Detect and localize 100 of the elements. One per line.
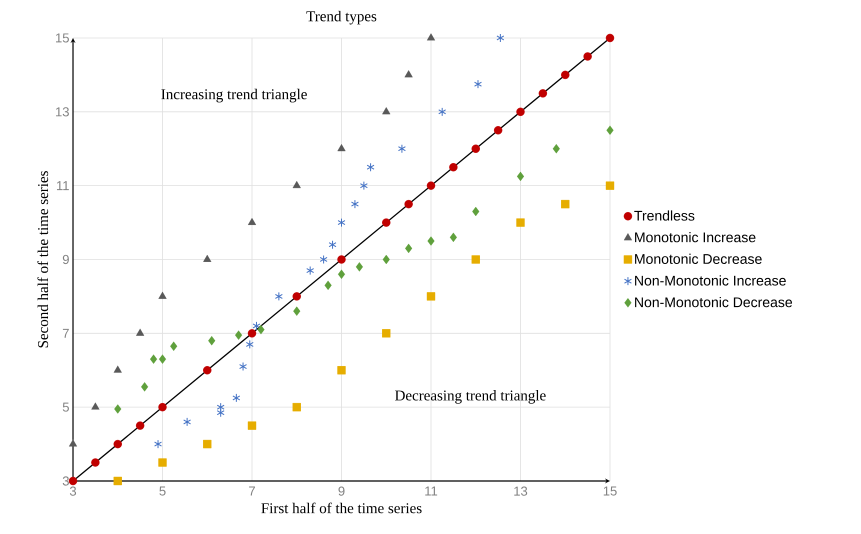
point: [208, 336, 216, 346]
point: [68, 439, 78, 447]
annotation: Increasing trend triangle: [161, 88, 307, 102]
point: [516, 108, 525, 116]
point: [136, 328, 144, 336]
point: [382, 107, 390, 114]
point: [158, 458, 167, 467]
point: [449, 162, 458, 172]
point: [114, 476, 122, 486]
legend-label: Non-Monotonic Decrease: [635, 296, 792, 308]
point: [350, 200, 359, 209]
point: [320, 254, 328, 264]
point: [472, 206, 480, 216]
point: [158, 402, 167, 412]
point: [404, 200, 413, 208]
point: [68, 476, 78, 486]
x-tick-label: 9: [338, 486, 345, 496]
point: [426, 33, 436, 40]
point: [360, 181, 368, 190]
point: [398, 144, 406, 154]
point: [248, 329, 256, 338]
point: [114, 404, 122, 414]
point: [552, 144, 560, 154]
point: [257, 324, 265, 334]
point: [306, 266, 314, 276]
annotation: Decreasing trend triangle: [395, 390, 546, 404]
point: [338, 270, 346, 279]
x-tick-label: 11: [425, 486, 438, 496]
point: [91, 402, 100, 410]
point: [91, 458, 100, 467]
point: [239, 362, 248, 372]
point: [203, 366, 212, 374]
point: [154, 440, 162, 449]
point: [494, 126, 502, 134]
point: [516, 172, 524, 182]
chart-title: Trend types: [306, 10, 376, 24]
point: [337, 144, 346, 152]
point: [292, 180, 301, 188]
point: [472, 144, 480, 153]
point: [292, 292, 301, 301]
x-axis-title: First half of the time series: [261, 502, 422, 514]
point: [426, 292, 436, 301]
point: [472, 255, 480, 264]
point: [538, 89, 548, 98]
x-tick-label: 15: [604, 486, 617, 496]
point: [496, 33, 504, 42]
point: [274, 292, 283, 301]
point: [404, 70, 413, 78]
legend-label: Monotonic Increase: [635, 232, 756, 242]
point: [248, 421, 256, 430]
point: [583, 52, 592, 61]
point: [382, 254, 390, 264]
point: [337, 255, 346, 264]
x-tick-label: 3: [70, 486, 76, 496]
point: [606, 34, 614, 42]
point: [324, 280, 332, 290]
y-tick-label: 9: [62, 254, 69, 264]
point: [382, 218, 390, 227]
point: [183, 417, 192, 426]
point: [216, 402, 225, 412]
point: [561, 200, 570, 208]
x-tick-label: 13: [514, 486, 528, 496]
x-tick-label: 7: [249, 486, 255, 496]
point: [246, 340, 254, 349]
point: [426, 181, 436, 190]
y-axis-title: Second half of the time series: [37, 171, 48, 348]
point: [438, 107, 446, 116]
point: [606, 126, 614, 135]
point: [114, 366, 122, 373]
y-tick-label: 3: [62, 476, 69, 486]
legend-label: Non-Monotonic Increase: [635, 275, 786, 286]
point: [516, 218, 525, 227]
point: [235, 330, 242, 340]
point: [450, 232, 457, 242]
point: [141, 382, 148, 392]
point: [474, 80, 482, 89]
point: [356, 262, 363, 272]
point: [170, 342, 178, 351]
point: [606, 181, 614, 190]
point: [150, 354, 158, 364]
point: [405, 244, 412, 254]
y-tick-label: 11: [56, 181, 69, 190]
point: [382, 329, 390, 338]
legend-label: Trendless: [634, 210, 694, 221]
y-tick-label: 13: [56, 107, 69, 116]
point: [366, 162, 375, 172]
point: [203, 440, 212, 448]
point: [158, 354, 166, 364]
x-tick-label: 5: [159, 486, 166, 496]
point: [216, 408, 225, 418]
point: [252, 321, 260, 330]
point: [136, 421, 144, 430]
point: [232, 393, 240, 402]
y-tick-label: 7: [62, 328, 69, 338]
point: [293, 306, 300, 316]
legend-label: Monotonic Decrease: [635, 254, 762, 264]
point: [114, 440, 122, 448]
point: [338, 218, 346, 228]
point: [158, 292, 167, 299]
point: [292, 402, 301, 412]
